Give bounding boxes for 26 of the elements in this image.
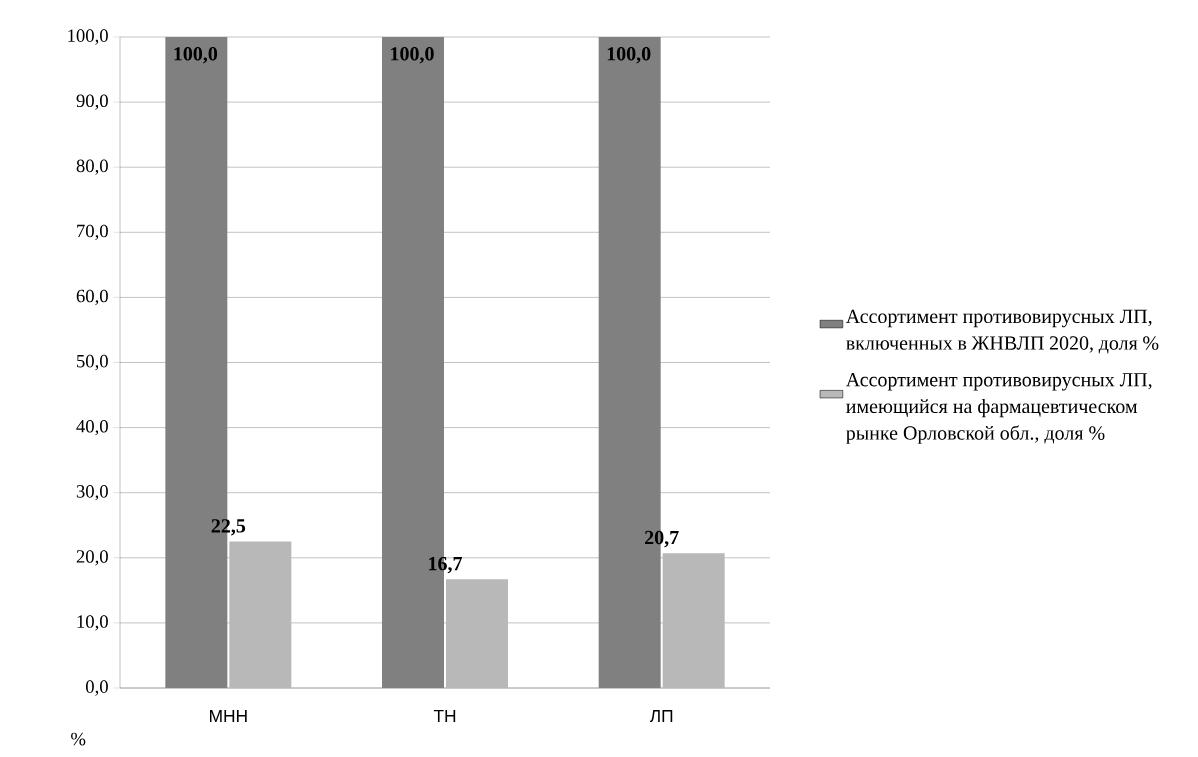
y-tick-label: 80,0 bbox=[76, 159, 108, 175]
y-tick-label: 40,0 bbox=[76, 419, 108, 436]
data-label: 20,7 bbox=[645, 530, 679, 548]
x-tick-label: МНН bbox=[210, 710, 247, 722]
y-tick-label: 50,0 bbox=[77, 354, 108, 371]
y-tick-label: 10,0 bbox=[77, 615, 108, 631]
bar bbox=[446, 579, 509, 688]
y-tick-label: 30,0 bbox=[76, 485, 108, 501]
x-tick-label: ТН bbox=[433, 710, 456, 722]
x-tick-label: ЛП bbox=[649, 710, 673, 723]
data-label: 100,0 bbox=[607, 47, 651, 64]
data-label: 100,0 bbox=[391, 47, 434, 64]
bar bbox=[662, 553, 725, 688]
y-tick-label: 0,0 bbox=[86, 680, 108, 696]
data-label: 100,0 bbox=[174, 47, 218, 64]
y-tick-label: 100,0 bbox=[68, 29, 108, 45]
y-tick-label: 60,0 bbox=[76, 289, 108, 306]
bar bbox=[229, 541, 292, 688]
legend-label: Ассортимент противовирусных ЛП, включенных в ЖНВЛП 2020, доля % bbox=[845, 309, 1159, 354]
y-tick-label: 70,0 bbox=[77, 224, 108, 240]
y-tick-label: 20,0 bbox=[76, 550, 108, 566]
legend-label: Ассортимент противовирусных ЛП, имеющийся на фармацевтическом рынке Орловской обл., доля % bbox=[845, 373, 1152, 444]
y-tick-label: 90,0 bbox=[76, 94, 108, 110]
data-label: 16,7 bbox=[429, 556, 463, 574]
data-label: 22,5 bbox=[211, 519, 246, 536]
y-axis-title: % bbox=[71, 732, 86, 746]
